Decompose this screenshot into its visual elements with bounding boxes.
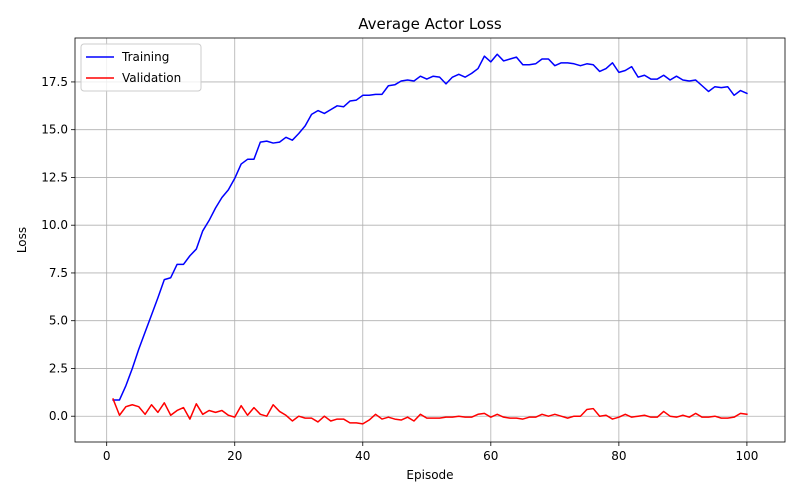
grid	[75, 38, 785, 442]
y-axis-label: Loss	[15, 227, 29, 253]
y-tick-label: 10.0	[41, 218, 68, 232]
chart-title: Average Actor Loss	[358, 15, 502, 33]
x-tick-label: 100	[735, 449, 758, 463]
legend-box	[80, 43, 202, 92]
x-tick-label: 80	[611, 449, 626, 463]
y-tick-label: 5.0	[49, 314, 68, 328]
plot-frame	[74, 37, 786, 443]
y-tick-label: 15.0	[41, 123, 68, 137]
legend-label-validation: Validation	[122, 71, 181, 85]
series-line-validation	[112, 398, 748, 425]
y-axis-ticks: 0.0 2.5 5.0 7.5 10.0 12.5 15.0 17.5	[41, 75, 75, 423]
x-axis-label: Episode	[406, 468, 453, 482]
y-tick-label: 2.5	[49, 361, 68, 375]
legend: Training Validation	[80, 43, 202, 92]
legend-label-training: Training	[121, 50, 169, 64]
y-tick-label: 12.5	[41, 170, 68, 184]
y-tick-label: 17.5	[41, 75, 68, 89]
y-tick-label: 0.0	[49, 409, 68, 423]
series-line-training	[112, 53, 748, 401]
x-tick-label: 20	[227, 449, 242, 463]
y-tick-label: 7.5	[49, 266, 68, 280]
x-tick-label: 60	[483, 449, 498, 463]
series-layer	[112, 53, 748, 425]
x-tick-label: 40	[355, 449, 370, 463]
x-axis-ticks: 0 20 40 60 80 100	[103, 442, 758, 463]
x-tick-label: 0	[103, 449, 111, 463]
